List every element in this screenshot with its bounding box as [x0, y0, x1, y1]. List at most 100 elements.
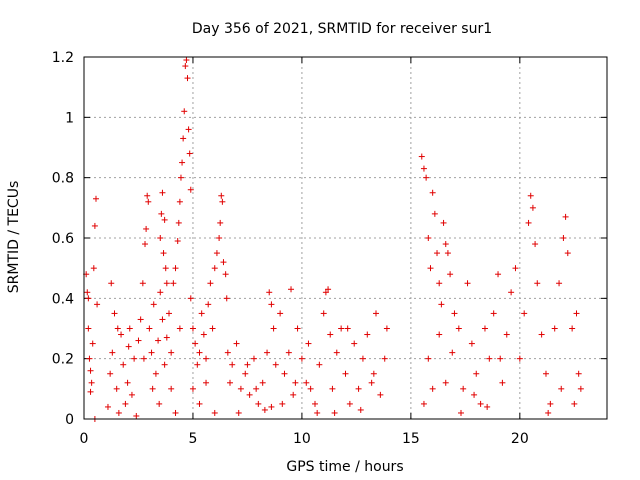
data-point: [368, 379, 375, 386]
data-point: [156, 400, 163, 407]
data-point: [233, 340, 240, 347]
data-point: [114, 325, 121, 332]
data-point: [277, 310, 284, 317]
data-point: [163, 280, 170, 287]
data-point: [222, 271, 229, 278]
data-point: [207, 280, 214, 287]
data-point: [538, 331, 545, 338]
data-point: [144, 192, 151, 199]
y-tick-label: 0.8: [52, 171, 74, 187]
data-point: [174, 238, 181, 245]
data-point: [436, 331, 443, 338]
data-point: [577, 385, 584, 392]
data-point: [219, 198, 226, 205]
y-tick-label: 1.2: [52, 50, 74, 66]
data-point: [434, 250, 441, 257]
data-point: [88, 379, 95, 386]
data-point: [89, 340, 96, 347]
data-point: [425, 235, 432, 241]
data-point: [497, 355, 504, 362]
data-point: [172, 265, 179, 272]
data-point: [108, 280, 115, 287]
data-point: [316, 361, 323, 368]
data-point: [113, 385, 120, 392]
data-point: [457, 409, 464, 416]
data-point: [87, 367, 94, 374]
axis-ticks: 0 0.2 0.4 0.6 0.8 1 1.2 0 5 10 15 20: [52, 50, 607, 447]
data-point: [149, 385, 156, 392]
data-point: [455, 325, 462, 332]
data-point: [285, 349, 292, 356]
y-tick-label: 0: [65, 412, 74, 428]
data-point: [180, 135, 187, 142]
data-point: [160, 250, 167, 257]
data-point: [142, 241, 149, 248]
data-point: [235, 409, 242, 416]
data-point: [429, 385, 436, 392]
data-point: [460, 385, 467, 392]
data-point: [547, 400, 554, 407]
data-point: [429, 189, 436, 196]
data-point: [556, 280, 563, 287]
x-tick-label: 15: [402, 431, 420, 447]
data-point: [307, 385, 314, 392]
data-point: [423, 174, 430, 181]
data-point: [146, 325, 153, 332]
data-point: [329, 385, 336, 392]
data-point: [203, 379, 210, 386]
data-point: [213, 250, 220, 257]
data-point: [94, 301, 101, 308]
data-point: [449, 349, 456, 356]
data-point: [158, 210, 165, 217]
data-point: [418, 153, 425, 160]
data-point: [198, 310, 205, 317]
data-point: [205, 301, 212, 308]
data-point: [162, 265, 169, 272]
data-point: [529, 204, 536, 211]
x-tick-label: 0: [80, 431, 89, 447]
data-point: [133, 412, 140, 419]
data-point: [534, 280, 541, 287]
data-point: [203, 355, 210, 362]
data-point: [161, 361, 168, 368]
data-point: [211, 409, 218, 416]
data-point: [145, 198, 152, 205]
data-point: [490, 310, 497, 317]
data-point: [218, 192, 225, 199]
data-point: [246, 391, 253, 398]
data-point: [320, 310, 327, 317]
data-point: [139, 280, 146, 287]
data-point: [165, 310, 172, 317]
data-point: [229, 361, 236, 368]
data-point: [91, 222, 98, 229]
y-tick-label: 0.6: [52, 231, 74, 247]
data-points: [83, 57, 584, 422]
data-point: [327, 331, 334, 338]
data-point: [120, 361, 127, 368]
data-point: [181, 108, 188, 115]
data-point: [558, 385, 565, 392]
data-point: [381, 355, 388, 362]
data-point: [84, 289, 91, 296]
data-point: [503, 331, 510, 338]
data-point: [564, 250, 571, 257]
data-point: [364, 331, 371, 338]
data-point: [217, 219, 224, 226]
data-point: [261, 406, 268, 413]
data-point: [187, 295, 194, 302]
data-point: [542, 370, 549, 377]
data-point: [85, 325, 92, 332]
data-point: [268, 403, 275, 410]
data-point: [521, 310, 528, 317]
data-point: [211, 265, 218, 272]
data-point: [159, 189, 166, 196]
data-point: [305, 340, 312, 347]
data-point: [495, 271, 502, 278]
data-point: [124, 379, 131, 386]
data-point: [575, 370, 582, 377]
data-point: [135, 337, 142, 344]
data-point: [216, 235, 223, 241]
data-point: [86, 355, 93, 362]
data-point: [192, 340, 199, 347]
data-point: [420, 400, 427, 407]
